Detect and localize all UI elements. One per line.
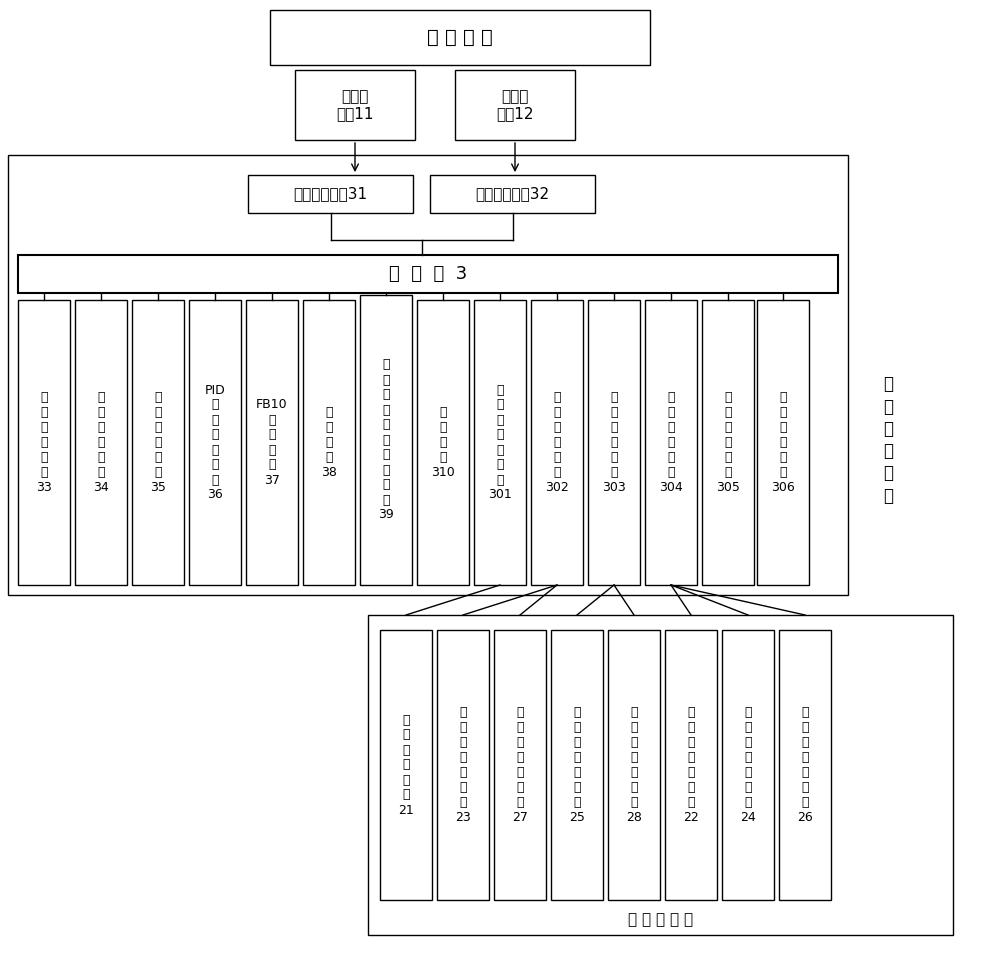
Bar bbox=[18, 255, 838, 293]
Text: 整
合
模
块
38: 整 合 模 块 38 bbox=[321, 406, 337, 479]
Text: 执
行
控
制
单
元: 执 行 控 制 单 元 bbox=[883, 376, 893, 505]
Bar bbox=[779, 630, 831, 900]
Bar bbox=[588, 300, 640, 585]
Text: 液
位
控
制
模
块
305: 液 位 控 制 模 块 305 bbox=[716, 391, 740, 494]
Bar bbox=[189, 300, 241, 585]
Text: 第
二
加
热
调
节
器
27: 第 二 加 热 调 节 器 27 bbox=[512, 706, 528, 824]
Text: 温度接收模块31: 温度接收模块31 bbox=[293, 186, 368, 202]
Text: 故
障
诊
断
模
块
306: 故 障 诊 断 模 块 306 bbox=[771, 391, 795, 494]
Text: 温
度
计
算
模
块
33: 温 度 计 算 模 块 33 bbox=[36, 391, 52, 494]
Text: 湿度传
感器12: 湿度传 感器12 bbox=[496, 89, 534, 121]
Text: 预
加
热
调
节
器
21: 预 加 热 调 节 器 21 bbox=[398, 713, 414, 816]
Bar bbox=[608, 630, 660, 900]
Text: 湿
度
计
算
模
块
34: 湿 度 计 算 模 块 34 bbox=[93, 391, 109, 494]
Text: 检 测 单 元: 检 测 单 元 bbox=[427, 28, 493, 47]
Bar bbox=[18, 300, 70, 585]
Text: 第
三
湿
度
调
节
器
26: 第 三 湿 度 调 节 器 26 bbox=[797, 706, 813, 824]
Bar bbox=[455, 70, 575, 140]
Bar bbox=[437, 630, 489, 900]
Bar bbox=[417, 300, 469, 585]
Text: 第
二
冷
却
调
节
器
28: 第 二 冷 却 调 节 器 28 bbox=[626, 706, 642, 824]
Bar bbox=[246, 300, 298, 585]
Text: PID
温
度
控
制
模
块
36: PID 温 度 控 制 模 块 36 bbox=[205, 383, 225, 502]
Text: 调 节 器 单 元: 调 节 器 单 元 bbox=[628, 912, 693, 927]
Bar bbox=[702, 300, 754, 585]
Bar bbox=[360, 295, 412, 585]
Bar bbox=[430, 175, 595, 213]
Bar bbox=[380, 630, 432, 900]
Bar bbox=[295, 70, 415, 140]
Bar bbox=[8, 155, 848, 595]
Text: 第
一
湿
度
调
节
器
22: 第 一 湿 度 调 节 器 22 bbox=[683, 706, 699, 824]
Text: 预
加
热
控
制
模
块
301: 预 加 热 控 制 模 块 301 bbox=[488, 383, 512, 502]
Bar bbox=[551, 630, 603, 900]
Bar bbox=[248, 175, 413, 213]
Text: 第
一
加
热
调
节
器
23: 第 一 加 热 调 节 器 23 bbox=[455, 706, 471, 824]
Bar bbox=[474, 300, 526, 585]
Text: 主  控  器  3: 主 控 器 3 bbox=[389, 265, 467, 283]
Bar bbox=[665, 630, 717, 900]
Text: 参
数
输
入
模
块
35: 参 数 输 入 模 块 35 bbox=[150, 391, 166, 494]
Text: 第
一
冷
却
调
节
器
25: 第 一 冷 却 调 节 器 25 bbox=[569, 706, 585, 824]
Text: 加
热
控
制
模
块
302: 加 热 控 制 模 块 302 bbox=[545, 391, 569, 494]
Bar bbox=[368, 615, 953, 935]
Bar bbox=[722, 630, 774, 900]
Text: 输
出
模
块
310: 输 出 模 块 310 bbox=[431, 406, 455, 479]
Bar bbox=[645, 300, 697, 585]
Bar bbox=[75, 300, 127, 585]
Text: 区
域
切
换
时
间
控
制
模
块
39: 区 域 切 换 时 间 控 制 模 块 39 bbox=[378, 358, 394, 522]
Text: 湿度接收模块32: 湿度接收模块32 bbox=[475, 186, 550, 202]
Bar bbox=[531, 300, 583, 585]
Text: 第
二
湿
度
调
节
器
24: 第 二 湿 度 调 节 器 24 bbox=[740, 706, 756, 824]
Text: 温度传
感器11: 温度传 感器11 bbox=[336, 89, 374, 121]
Text: 冷
却
控
制
模
块
303: 冷 却 控 制 模 块 303 bbox=[602, 391, 626, 494]
Text: FB10
功
能
模
块
37: FB10 功 能 模 块 37 bbox=[256, 399, 288, 487]
Bar bbox=[757, 300, 809, 585]
Bar bbox=[494, 630, 546, 900]
Bar bbox=[303, 300, 355, 585]
Text: 湿
度
控
制
模
块
304: 湿 度 控 制 模 块 304 bbox=[659, 391, 683, 494]
Bar bbox=[132, 300, 184, 585]
Bar bbox=[270, 10, 650, 65]
